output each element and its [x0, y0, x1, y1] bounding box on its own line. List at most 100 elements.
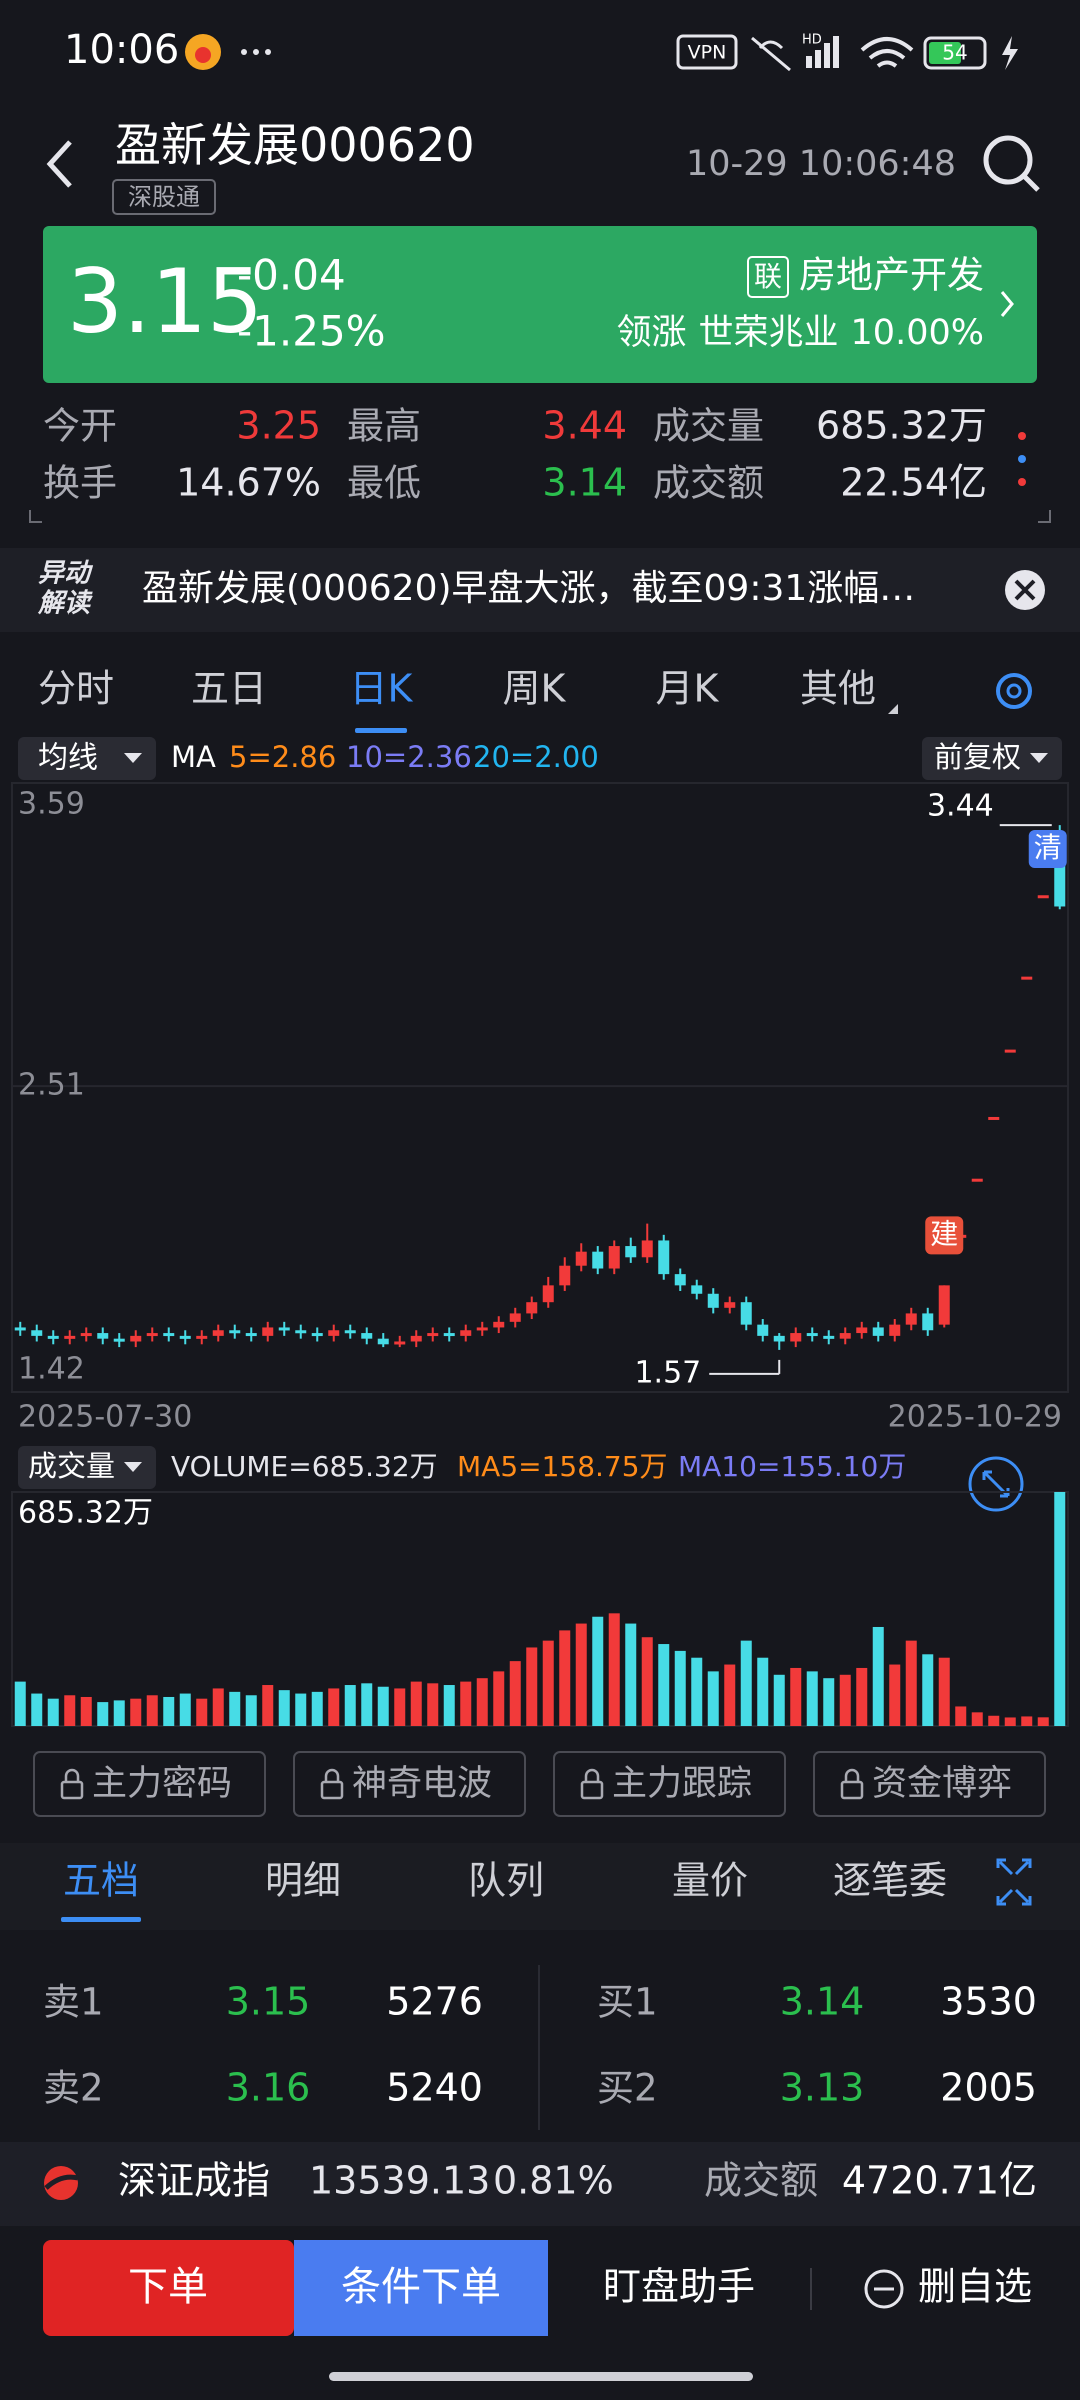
stat-label: 成交额 [653, 462, 764, 505]
book-tab[interactable]: 五档 [63, 1859, 139, 1903]
stat-label: 最低 [347, 462, 421, 505]
candle-body [988, 1116, 1000, 1120]
sector-tag[interactable]: 联 [754, 260, 782, 293]
lock-shackle [584, 1768, 600, 1782]
news-close-x [1014, 579, 1036, 601]
stat-label: 今开 [43, 405, 117, 448]
volume-bar [757, 1657, 769, 1726]
sector-leader: 领涨 世荣兆业 10.00% [617, 313, 985, 353]
conditional-button[interactable] [294, 2240, 548, 2336]
quote-time: 10-29 10:06:48 [686, 144, 956, 184]
book-price: 3.15 [226, 1980, 311, 2024]
badge[interactable]: 建 [930, 1217, 958, 1250]
feature-button[interactable] [33, 1751, 266, 1817]
book-price: 3.13 [780, 2066, 865, 2110]
book-tab[interactable]: 逐笔委 [833, 1859, 947, 1903]
candle-body [361, 1333, 373, 1339]
feature-button[interactable] [553, 1751, 786, 1817]
book-tab[interactable]: 队列 [468, 1859, 544, 1903]
back-button[interactable] [46, 140, 72, 188]
volume-bar [509, 1661, 521, 1726]
candle-body [212, 1330, 224, 1336]
home-indicator [329, 2372, 753, 2381]
candle-body [130, 1335, 142, 1342]
sector-chevron[interactable] [1000, 291, 1014, 317]
volume-bar [971, 1712, 983, 1726]
ma-label: MA [171, 740, 216, 774]
mute-icon [751, 36, 791, 72]
order-button[interactable] [43, 2240, 294, 2336]
candle-body [773, 1335, 785, 1342]
sector-name[interactable]: 房地产开发 [799, 254, 984, 297]
remove-button[interactable]: 删自选 [918, 2265, 1032, 2309]
dropdown-arrow [1030, 753, 1048, 763]
book-label: 卖2 [43, 2067, 104, 2110]
index-value: 13539.13 [309, 2159, 490, 2203]
volume-bar [163, 1696, 175, 1726]
period-tab[interactable]: 周K [503, 667, 567, 711]
candle-body [146, 1333, 158, 1337]
expand-button[interactable] [996, 1858, 1032, 1906]
fullscreen-button[interactable] [968, 1456, 1024, 1512]
period-tab[interactable]: 分时 [38, 667, 114, 711]
volume-bar [856, 1667, 868, 1726]
volume-bar [839, 1674, 851, 1726]
stock-title: 盈新发展000620 [115, 118, 475, 172]
adjust-select[interactable] [922, 737, 1062, 780]
volume-bar [1037, 1717, 1049, 1726]
indicator-select[interactable] [18, 737, 156, 780]
badge[interactable]: 清 [1034, 831, 1062, 864]
assistant-button[interactable]: 盯盘助手 [603, 2265, 755, 2309]
news-badge: 异动 [38, 559, 94, 589]
price-change: -0.04 [237, 251, 346, 300]
tab-underline [355, 728, 407, 733]
candle-body [196, 1335, 208, 1339]
volume-bar [1021, 1716, 1033, 1726]
period-tab[interactable]: 日K [350, 667, 414, 711]
turnover-label: 成交额 [704, 2159, 818, 2203]
period-tab[interactable]: 月K [656, 667, 720, 711]
remove-icon [864, 2269, 904, 2309]
feature-button[interactable] [813, 1751, 1046, 1817]
candle-body [971, 1178, 983, 1182]
candle-body [394, 1341, 406, 1345]
volume-bar [262, 1685, 274, 1726]
y-tick-label: 685.32万 [18, 1496, 153, 1531]
index-bar [0, 2142, 1080, 2226]
book-tab[interactable]: 明细 [265, 1859, 341, 1903]
volume-bar [872, 1626, 884, 1726]
volume-bar [707, 1671, 719, 1726]
period-tab[interactable]: 五日 [191, 667, 267, 711]
settings-button[interactable] [996, 673, 1032, 709]
candle-body [410, 1335, 422, 1342]
volume-bar [394, 1688, 406, 1726]
y-tick-label: 2.51 [18, 1068, 85, 1103]
candle-body [1037, 895, 1049, 899]
corner-marks [29, 510, 1051, 523]
leader-label: 领涨 [617, 313, 687, 353]
candle-body [47, 1335, 59, 1339]
status-time: 10:06 [64, 27, 179, 73]
search-button[interactable] [983, 135, 1033, 185]
adjust-label: 前复权 [934, 740, 1021, 774]
period-tab[interactable]: 其他 [800, 667, 876, 711]
volume-bar [113, 1700, 125, 1726]
weibo-icon-inner [195, 47, 211, 63]
volume-bar [526, 1647, 538, 1726]
candle-body [163, 1333, 175, 1337]
fullscreen-arrows [982, 1470, 1010, 1498]
volume-bar [427, 1683, 439, 1726]
book-volume: 5240 [386, 2066, 483, 2110]
volume-select[interactable] [18, 1446, 156, 1489]
candle-body [245, 1333, 257, 1337]
feature-button[interactable] [293, 1751, 526, 1817]
y-tick-label: 3.59 [18, 787, 85, 822]
volume-bar [64, 1695, 76, 1726]
volume-bar [1054, 1492, 1066, 1726]
volume-bar [674, 1650, 686, 1726]
news-text[interactable]: 盈新发展(000620)早盘大涨，截至09:31涨幅… [142, 568, 915, 609]
book-tab[interactable]: 量价 [672, 1859, 748, 1903]
volume-bar [47, 1698, 59, 1726]
candle-body [427, 1333, 439, 1337]
menu-dot [1018, 478, 1026, 486]
